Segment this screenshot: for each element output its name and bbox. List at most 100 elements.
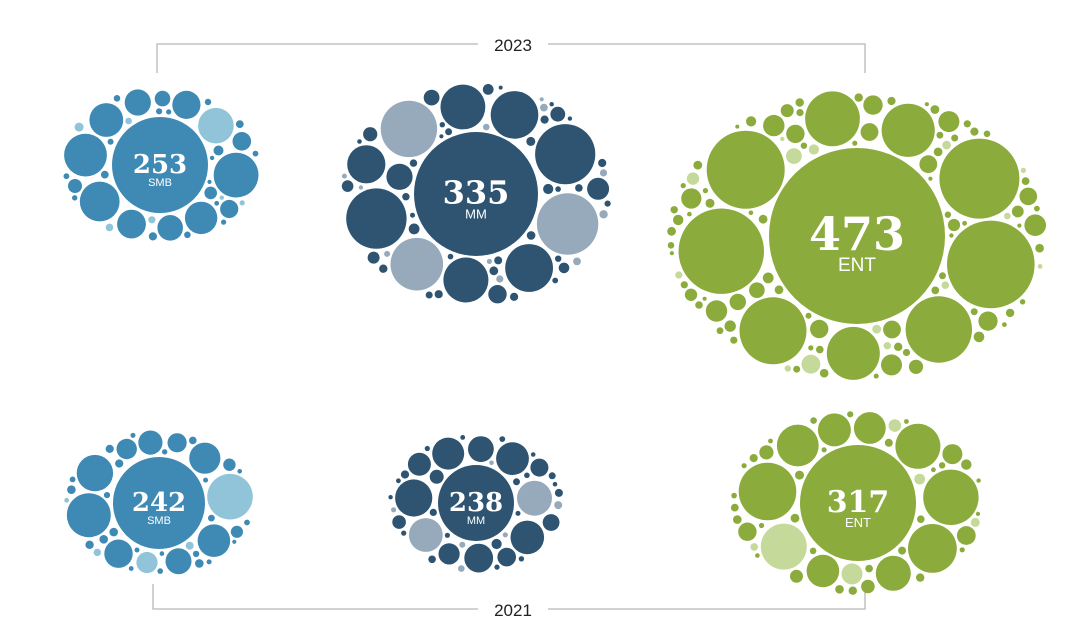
bubble-2021-ent-12 (956, 526, 976, 545)
bubble-2023-smb-35 (219, 195, 224, 200)
bubble-2021-ent-16 (790, 569, 803, 583)
bubble-2023-ent-35 (973, 331, 985, 343)
bubble-2023-ent-66 (902, 348, 911, 357)
bubble-2023-ent-51 (854, 93, 863, 102)
bubble-2023-ent-69 (970, 308, 978, 316)
bubble-2021-mm-4 (496, 442, 529, 475)
bubble-2023-ent-79 (944, 211, 952, 218)
bubble-2023-ent-3 (706, 130, 785, 209)
bubble-2023-smb-9 (157, 215, 183, 241)
bubble-2023-ent-87 (852, 140, 858, 146)
bubble-2023-mm-24 (526, 231, 536, 240)
bubble-2023-mm-34 (575, 184, 583, 192)
bubble-2023-ent-22 (919, 155, 938, 174)
bubble-2023-mm-20 (558, 262, 570, 274)
bubble-2023-ent-25 (786, 148, 802, 165)
bubble-2021-smb-0 (207, 473, 253, 520)
bubble-2021-smb-25 (103, 492, 111, 499)
bubble-2023-smb-12 (154, 90, 171, 107)
bubble-2023-ent-90 (1037, 264, 1043, 269)
bubble-2023-ent-4 (739, 297, 807, 365)
bubble-2021-mm-11 (530, 458, 549, 477)
bubble-2021-smb-14 (99, 535, 108, 544)
bubble-2023-mm-57 (439, 134, 444, 139)
bubble-2023-smb-0 (213, 152, 259, 198)
bracket-2023: 2023 (156, 36, 866, 73)
bubble-2023-mm-11 (587, 177, 610, 200)
bubble-2021-ent-27 (749, 454, 758, 463)
bubble-2023-mm-5 (505, 244, 553, 292)
bubble-2023-mm-8 (440, 84, 486, 130)
bubble-2021-ent-25 (916, 573, 925, 582)
bubble-2023-ent-96 (949, 233, 954, 238)
bubble-2023-ent-101 (735, 124, 740, 129)
bubble-2023-ent-44 (774, 285, 784, 295)
bubble-2023-ent-53 (1005, 308, 1015, 318)
bubble-2023-mm-0 (536, 193, 599, 255)
bubble-2023-smb-21 (148, 216, 156, 224)
bubble-2023-mm-44 (384, 250, 391, 257)
bubble-2021-ent-17 (888, 419, 902, 432)
bubble-2023-mm-21 (543, 183, 554, 195)
bubble-2023-mm-12 (488, 285, 507, 304)
bubble-2023-smb-13 (68, 179, 82, 193)
bubble-2021-smb-15 (109, 527, 118, 537)
bubble-2023-mm-33 (573, 257, 581, 266)
bubble-2023-ent-2 (939, 138, 1020, 219)
bubble-2021-mm-13 (429, 469, 444, 484)
bubble-2021-ent-9 (853, 412, 886, 444)
bubble-2023-ent-36 (673, 214, 684, 226)
bubble-2023-ent-5 (905, 296, 972, 363)
bubble-2023-mm-37 (599, 169, 608, 177)
bubble-2021-smb-21 (189, 436, 197, 445)
segment-label-2023-mm: MM (465, 207, 487, 222)
bubble-2023-ent-19 (810, 319, 829, 339)
bubble-2021-ent-21 (970, 517, 980, 527)
bubble-2021-smb-6 (165, 548, 192, 575)
bubble-2021-mm-8 (407, 452, 431, 476)
bubble-2023-ent-11 (705, 300, 728, 322)
bubble-2021-ent-14 (759, 445, 774, 460)
bubble-2021-mm-33 (401, 530, 407, 536)
bubble-2021-smb-35 (64, 497, 70, 503)
bubble-2023-ent-18 (786, 124, 805, 144)
bubble-2023-smb-10 (232, 132, 252, 151)
bubble-2023-ent-8 (826, 326, 880, 380)
bubble-2023-ent-59 (941, 281, 950, 290)
bubble-2021-smb-5 (104, 539, 133, 568)
bubble-2021-ent-47 (976, 478, 981, 483)
bubble-2023-ent-92 (962, 220, 967, 226)
bubble-2023-mm-23 (489, 266, 499, 276)
bubble-2021-smb-17 (85, 540, 94, 549)
bubble-2023-ent-61 (883, 342, 891, 350)
bubble-2023-ent-6 (805, 91, 860, 147)
bubble-2021-mm-9 (438, 543, 460, 565)
bubble-2023-ent-28 (780, 104, 794, 118)
bubble-2023-ent-20 (883, 320, 901, 339)
bubble-2023-mm-38 (496, 275, 504, 283)
bubble-2023-ent-68 (963, 120, 971, 128)
bubble-2021-smb-31 (134, 547, 140, 553)
bubble-2023-ent-46 (872, 324, 882, 334)
bubble-2021-smb-10 (167, 433, 187, 453)
bubble-2021-ent-39 (821, 447, 827, 453)
bubble-2021-smb-19 (115, 459, 124, 468)
bubble-2021-smb-38 (232, 539, 237, 544)
bubble-2023-mm-39 (445, 128, 453, 136)
bubble-2021-ent-18 (914, 473, 926, 485)
bubble-2023-smb-22 (125, 117, 132, 125)
segment-label-2023-smb: SMB (148, 177, 172, 189)
bubble-2021-ent-8 (806, 554, 840, 588)
bubble-2023-smb-25 (204, 98, 212, 106)
bubble-2021-smb-9 (116, 438, 137, 460)
bubble-2021-mm-5 (432, 437, 465, 470)
bubble-2023-ent-45 (758, 214, 768, 224)
bubble-2023-ent-62 (670, 206, 678, 214)
bubble-2021-mm-30 (502, 532, 508, 538)
bubble-2021-ent-36 (938, 462, 946, 469)
